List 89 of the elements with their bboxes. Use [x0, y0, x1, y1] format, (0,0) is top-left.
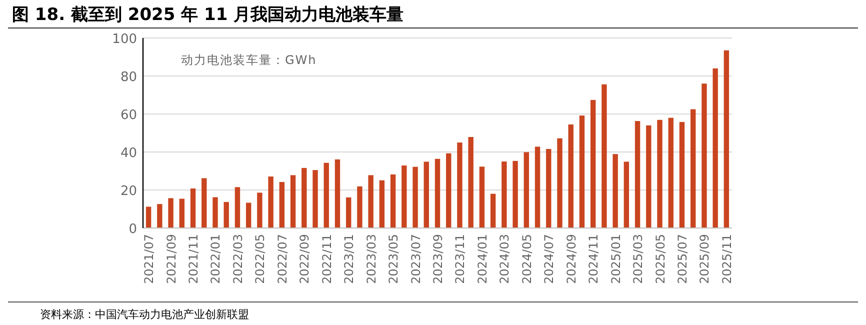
x-tick-label: 2023/07: [408, 234, 423, 284]
bar: [634, 121, 640, 228]
bar: [557, 138, 562, 228]
bar: [724, 50, 730, 228]
bar: [168, 198, 174, 228]
bar: [590, 100, 596, 228]
x-tick-label: 2024/05: [520, 234, 534, 284]
bar: [702, 84, 707, 228]
x-tick-label: 2023/03: [364, 234, 378, 284]
y-tick-label: 80: [120, 70, 137, 85]
bar: [146, 206, 152, 228]
bar: [157, 204, 162, 228]
x-tick-label: 2023/05: [386, 234, 401, 284]
bar: [679, 122, 685, 228]
bar: [202, 178, 207, 228]
bar: [257, 192, 262, 228]
x-tick-label: 2025/09: [698, 234, 712, 284]
bar: [179, 198, 184, 228]
bar: [224, 202, 229, 228]
y-tick-label: 0: [128, 222, 137, 237]
y-axis-title: 动力电池装车量：GWh: [181, 53, 317, 67]
chart-title: 图 18. 截至到 2025 年 11 月我国动力电池装车量: [12, 5, 404, 25]
bar: [312, 170, 318, 228]
x-tick-label: 2024/11: [586, 234, 601, 284]
y-tick-label: 40: [120, 146, 137, 161]
bar: [424, 162, 429, 228]
bar: [524, 152, 530, 228]
bar: [468, 136, 474, 228]
bar: [446, 153, 452, 228]
bar: [624, 162, 630, 228]
bar: [212, 197, 218, 228]
bar: [712, 68, 718, 228]
y-tick-label: 60: [120, 108, 137, 123]
bar: [690, 109, 696, 228]
x-tick-label: 2023/11: [453, 234, 468, 284]
x-tick-label: 2024/03: [498, 234, 512, 284]
x-tick-label: 2022/09: [298, 234, 312, 284]
bar: [502, 162, 507, 228]
x-tick-label: 2025/03: [631, 234, 646, 284]
bar: [357, 186, 362, 228]
bar: [612, 154, 618, 228]
bar: [368, 175, 374, 228]
bar: [290, 175, 296, 228]
bar: [534, 146, 540, 228]
bar: [457, 142, 462, 228]
x-tick-label: 2024/09: [564, 234, 578, 284]
bar: [602, 84, 607, 228]
x-tick-label: 2025/11: [720, 234, 734, 284]
bar: [568, 124, 574, 228]
bar: [646, 125, 652, 228]
bar: [546, 148, 552, 228]
x-tick-label: 2021/07: [142, 234, 156, 284]
bar: [512, 160, 518, 228]
bar: [402, 165, 407, 228]
bar: [324, 162, 329, 228]
bar: [390, 174, 396, 228]
x-tick-label: 2024/07: [542, 234, 556, 284]
x-tick-label: 2022/05: [253, 234, 268, 284]
x-tick-label: 2025/07: [675, 234, 690, 284]
bar: [268, 176, 274, 228]
bar: [657, 120, 662, 228]
text: 资料来源：中国汽车动力电池产业创新联盟: [40, 308, 249, 321]
bar: [434, 158, 440, 228]
bar: [279, 182, 285, 228]
x-tick-label: 2022/07: [275, 234, 290, 284]
bar: [234, 187, 240, 228]
bar: [579, 116, 585, 228]
bar: [346, 197, 352, 228]
x-tick-label: 2022/11: [320, 234, 334, 284]
y-tick-label: 20: [120, 184, 137, 199]
x-tick-label: 2022/01: [208, 234, 223, 284]
bar: [190, 188, 196, 228]
x-tick-label: 2025/05: [653, 234, 668, 284]
x-tick-label: 2021/11: [186, 234, 201, 284]
x-tick-label: 2024/01: [475, 234, 490, 284]
y-tick-label: 100: [112, 32, 137, 47]
bar: [668, 118, 674, 228]
x-tick-label: 2025/01: [608, 234, 623, 284]
bar: [302, 168, 307, 228]
bar: [412, 166, 418, 228]
bar: [334, 159, 340, 228]
x-tick-label: 2021/09: [164, 234, 178, 284]
bar: [479, 166, 485, 228]
x-tick-label: 2022/03: [230, 234, 245, 284]
x-tick-label: 2023/01: [342, 234, 356, 284]
bar: [379, 180, 385, 228]
x-tick-label: 2023/09: [431, 234, 445, 284]
bar: [246, 202, 252, 228]
bar: [490, 194, 496, 228]
